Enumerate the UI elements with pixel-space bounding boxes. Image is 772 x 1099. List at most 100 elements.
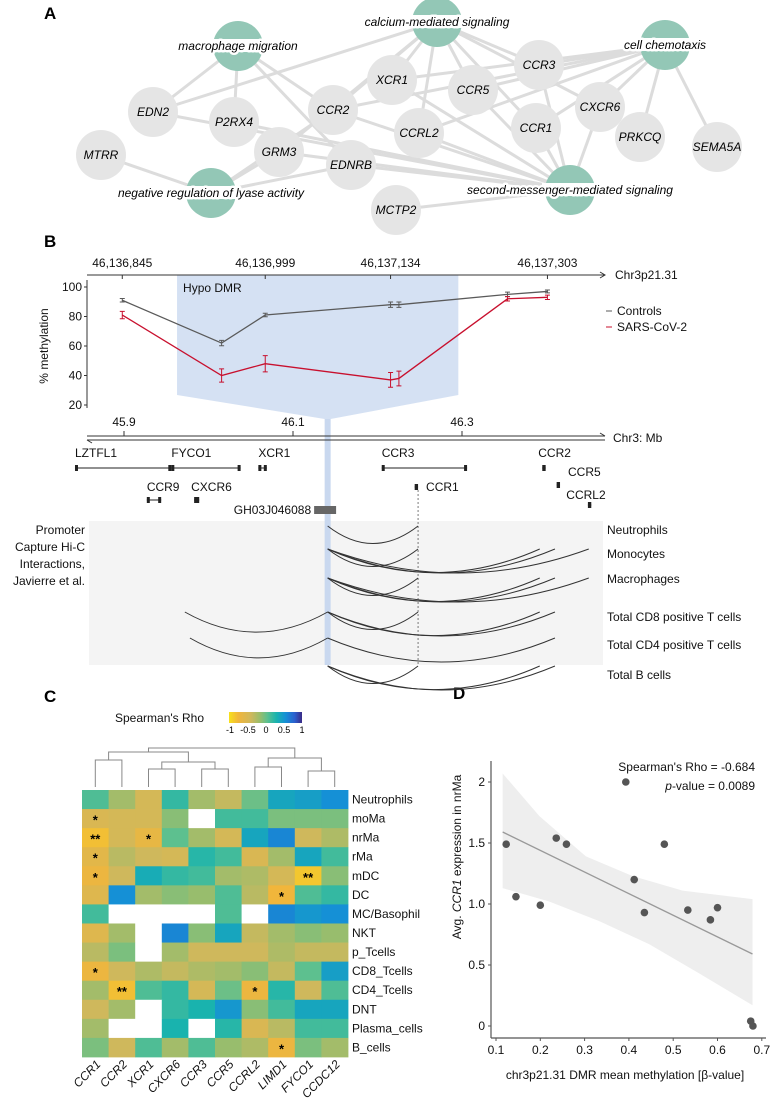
gene-node-label: EDN2 bbox=[137, 105, 169, 119]
gene-node-label: GRM3 bbox=[262, 145, 297, 159]
hic-arc bbox=[189, 637, 328, 659]
x-axis-label: chr3p21.31 DMR mean methylation [β-value… bbox=[506, 1068, 744, 1082]
gene-ccr9: CCR9 bbox=[146, 480, 180, 503]
heatmap-cell bbox=[294, 866, 322, 886]
colorbar-tick: -1 bbox=[226, 725, 234, 735]
network-panel: EDN2 P2RX4 MTRR GRM3 CCR2 XCR1 EDNRB CCRL2 MCTP2… bbox=[76, 0, 742, 235]
heatmap-cell bbox=[268, 828, 296, 848]
y-tick-label: 0 bbox=[478, 1019, 485, 1033]
mb-axis-arrow-left bbox=[86, 439, 93, 444]
gene-label: FYCO1 bbox=[171, 446, 211, 460]
heatmap-cell bbox=[268, 885, 296, 905]
heatmap-cell bbox=[108, 866, 136, 886]
hic-arc bbox=[184, 611, 328, 633]
heatmap-cell bbox=[215, 1018, 242, 1039]
heatmap-cell bbox=[294, 828, 322, 848]
heatmap-cell bbox=[135, 828, 163, 848]
gene-cxcr6: CXCR6 bbox=[191, 480, 232, 503]
gene-node-label: CCR3 bbox=[523, 58, 556, 72]
gene-label: XCR1 bbox=[258, 446, 290, 460]
y-tick-label: 2 bbox=[478, 775, 485, 789]
x-tick-label: 0.7 bbox=[753, 1043, 770, 1057]
row-label: DC bbox=[352, 888, 370, 902]
hic-track-label: Macrophages bbox=[607, 572, 680, 586]
heatmap-cell bbox=[321, 942, 349, 963]
panel-label-d: D bbox=[453, 684, 465, 703]
heatmap-cell bbox=[215, 942, 242, 963]
hic-arc bbox=[327, 611, 556, 637]
legend-title: Spearman's Rho bbox=[115, 711, 204, 725]
heatmap-cell bbox=[241, 904, 269, 924]
heatmap-cell bbox=[161, 961, 189, 982]
heatmap-cell bbox=[135, 961, 163, 982]
row-label: Plasma_cells bbox=[352, 1021, 423, 1035]
heatmap-cell bbox=[188, 961, 216, 982]
panel-label-a: A bbox=[44, 4, 56, 23]
gene-node-label: XCR1 bbox=[375, 73, 408, 87]
heatmap-cell bbox=[161, 942, 189, 963]
row-label: rMa bbox=[352, 850, 373, 864]
term-node-band bbox=[409, 15, 465, 28]
gene-label: CCR9 bbox=[147, 480, 180, 494]
legend-label: SARS-CoV-2 bbox=[617, 320, 687, 334]
gene-label: CXCR6 bbox=[191, 480, 232, 494]
heatmap-cell bbox=[135, 809, 163, 829]
heatmap-cell bbox=[135, 904, 163, 924]
data-point bbox=[502, 840, 510, 849]
mb-tick-label: 46.3 bbox=[450, 415, 474, 429]
gene-exon bbox=[415, 484, 419, 490]
heatmap-cell bbox=[241, 999, 269, 1020]
heatmap-cell bbox=[108, 790, 136, 810]
heatmap-cell bbox=[294, 923, 322, 943]
gene-exon bbox=[381, 465, 385, 471]
confidence-band bbox=[502, 773, 753, 1006]
gene-exon bbox=[74, 465, 78, 471]
x-tick-label: 0.6 bbox=[709, 1043, 726, 1057]
dendrogram-branch bbox=[307, 770, 336, 787]
significance-star: ** bbox=[117, 984, 128, 999]
heatmap-cell bbox=[294, 904, 322, 924]
top-axis-arrow bbox=[599, 271, 606, 279]
hic-title-line: Promoter bbox=[36, 523, 85, 537]
error-bar bbox=[219, 368, 225, 383]
p-value-text: -value = 0.0089 bbox=[672, 779, 755, 793]
colorbar-tick: 0.5 bbox=[278, 725, 291, 735]
significance-star: * bbox=[252, 984, 258, 999]
significance-star: ** bbox=[90, 832, 101, 847]
x-tick-label: 0.1 bbox=[488, 1043, 505, 1057]
row-label: CD4_Tcells bbox=[352, 983, 413, 997]
error-bar bbox=[262, 355, 268, 373]
heatmap-cell bbox=[108, 847, 136, 867]
heatmap-cell bbox=[135, 885, 163, 905]
data-point bbox=[552, 834, 561, 842]
dendrogram-branch bbox=[161, 761, 216, 769]
heatmap-cell bbox=[188, 866, 216, 886]
heatmap-cell bbox=[215, 1037, 242, 1058]
heatmap-cell bbox=[241, 961, 269, 982]
row-label: p_Tcells bbox=[352, 945, 395, 959]
dendrogram-branch bbox=[254, 766, 282, 787]
heatmap-cell bbox=[241, 1018, 269, 1039]
heatmap-cell bbox=[82, 1037, 109, 1058]
hic-background bbox=[89, 521, 603, 665]
gene-exon bbox=[263, 465, 267, 471]
gene-label: LZTFL1 bbox=[75, 446, 117, 460]
mb-axis-arrow bbox=[599, 432, 606, 437]
heatmap-cell bbox=[241, 1037, 269, 1058]
hic-title-line: Javierre et al. bbox=[13, 574, 85, 588]
legend-label: Controls bbox=[617, 304, 662, 318]
heatmap-cell bbox=[268, 980, 296, 1001]
heatmap-cell bbox=[188, 1018, 216, 1039]
column-label: CCR3 bbox=[177, 1057, 210, 1090]
significance-star: * bbox=[93, 870, 99, 885]
heatmap-cell bbox=[321, 980, 349, 1001]
heatmap-cell bbox=[215, 980, 242, 1001]
heatmap-cell bbox=[294, 885, 322, 905]
gene-node-label: EDNRB bbox=[330, 158, 372, 172]
gene-node-label: SEMA5A bbox=[693, 140, 742, 154]
data-point bbox=[713, 903, 722, 912]
hic-arc bbox=[327, 548, 589, 574]
heatmap-cell bbox=[294, 809, 322, 829]
heatmap-cell bbox=[108, 809, 136, 829]
gene-exon bbox=[158, 497, 162, 503]
